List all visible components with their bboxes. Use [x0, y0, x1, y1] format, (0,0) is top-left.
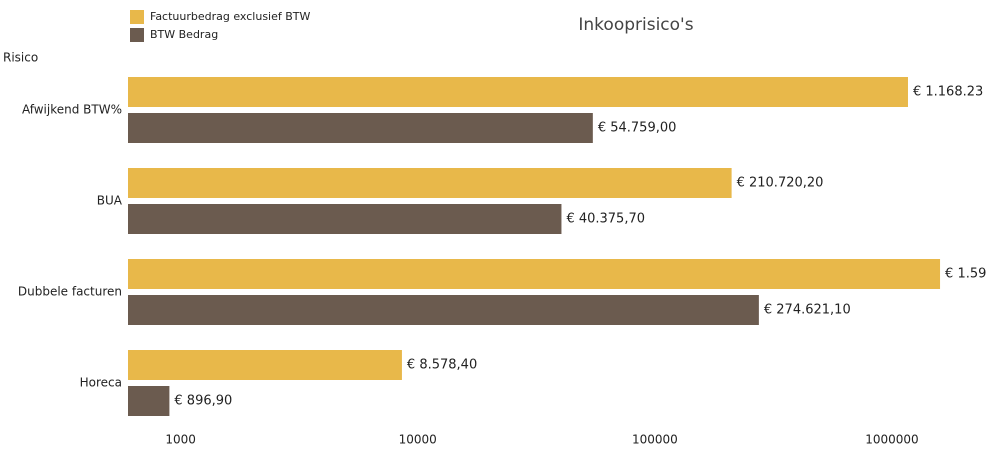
axis-label: Risico: [3, 51, 38, 65]
bar: [128, 113, 593, 143]
legend-label: Factuurbedrag exclusief BTW: [150, 10, 311, 23]
bar: [128, 295, 759, 325]
value-label: € 54.759,00: [598, 121, 677, 136]
chart-title: Inkooprisico's: [578, 15, 693, 35]
plot: Factuurbedrag exclusief BTW BTW Bedrag 100…: [18, 10, 986, 447]
value-label: € 210.720,20: [737, 176, 824, 191]
value-label: € 1.168.23: [913, 85, 983, 100]
bar: [128, 204, 562, 234]
bar: [128, 350, 402, 380]
y-tick-label: BUA: [97, 194, 123, 208]
y-tick-label: Horeca: [80, 376, 122, 390]
bar: [128, 168, 732, 198]
x-tick-label: 1000: [165, 433, 196, 447]
value-label: € 896,90: [174, 394, 232, 409]
y-tick-label: Dubbele facturen: [18, 285, 122, 299]
value-label: € 274.621,10: [764, 303, 851, 318]
x-tick-label: 10000: [399, 433, 437, 447]
bar: [128, 386, 170, 416]
legend-swatch: [130, 10, 144, 24]
y-tick-label: Afwijkend BTW%: [22, 103, 122, 117]
bar: [128, 77, 908, 107]
value-label: € 8.578,40: [407, 358, 477, 373]
legend-swatch: [130, 28, 144, 42]
x-tick-label: 1000000: [865, 433, 918, 447]
value-label: € 40.375,70: [566, 212, 645, 227]
bar: [128, 259, 941, 289]
value-label: € 1.59: [945, 267, 986, 282]
legend-label: BTW Bedrag: [150, 28, 218, 41]
x-tick-label: 100000: [632, 433, 678, 447]
